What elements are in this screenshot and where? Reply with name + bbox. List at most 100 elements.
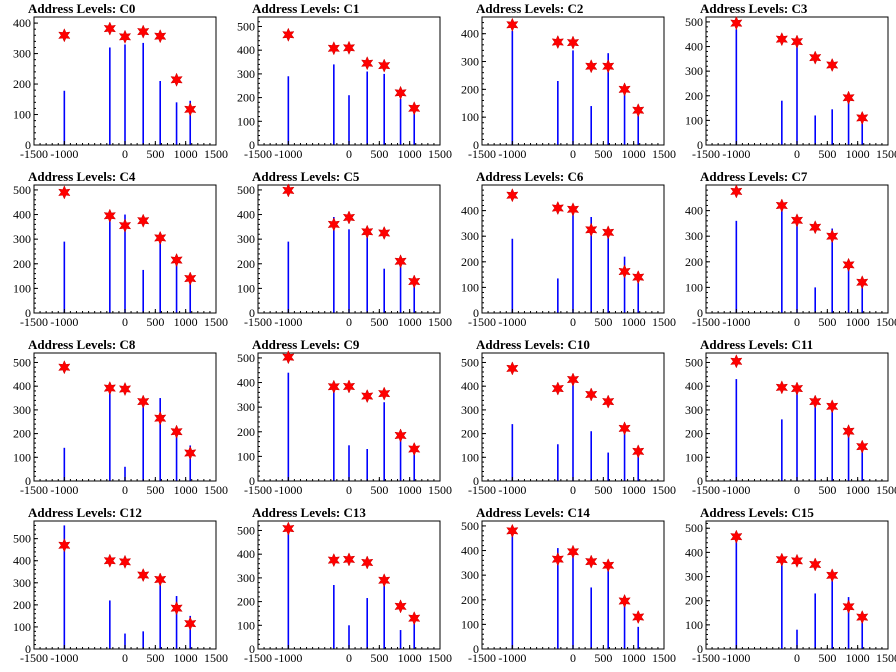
peak-marker (730, 16, 743, 31)
y-tick-label: 100 (461, 450, 479, 464)
peak-marker (775, 198, 789, 213)
x-tick-label: -1500 (244, 483, 272, 497)
peak-marker (170, 424, 183, 439)
chart-panel: Address Levels: C2 0 100 200 300 400 -1500 -100… (448, 0, 676, 168)
x-tick-label: 1500 (876, 651, 896, 665)
chart-title: Address Levels: C4 (28, 169, 136, 184)
peak-marker (602, 394, 615, 409)
y-tick-label: 500 (237, 523, 255, 537)
chart-title: Address Levels: C7 (700, 169, 808, 184)
x-tick-label: -1500 (692, 651, 720, 665)
y-tick-label: 400 (237, 376, 255, 390)
peak-marker (342, 40, 356, 55)
x-tick-label: 1500 (876, 483, 896, 497)
chart-svg: Address Levels: C11 0 100 200 300 400 500 -1500… (685, 337, 896, 497)
x-tick-label: -1500 (692, 483, 720, 497)
y-tick-label: 300 (13, 47, 31, 61)
x-tick-label: 500 (818, 651, 836, 665)
chart-svg: Address Levels: C8 0 100 200 300 400 500 -1500-… (13, 337, 228, 497)
peak-marker (378, 573, 391, 588)
peak-marker (170, 252, 183, 268)
y-tick-label: 300 (461, 403, 479, 417)
chart-svg: Address Levels: C9 0 100 200 300 400 500 -1500-… (237, 337, 452, 497)
peak-marker (602, 558, 615, 573)
x-tick-label: 1500 (428, 483, 452, 497)
peak-marker (730, 184, 743, 199)
peak-marker (602, 225, 615, 240)
x-tick-label: -1500 (244, 147, 272, 161)
chart-svg: Address Levels: C0 0 100 200 300 400 -1500 -100… (13, 1, 228, 161)
peak-marker (566, 372, 580, 387)
chart-svg: Address Levels: C15 0 100 200 300 400 500 -1500… (685, 505, 896, 665)
y-tick-label: 200 (13, 427, 31, 441)
peak-marker (618, 82, 631, 97)
y-tick-label: 0 (697, 474, 703, 488)
peak-marker (826, 229, 839, 244)
x-tick-label: 1000 (846, 315, 870, 329)
peak-marker (566, 544, 580, 559)
peak-marker (775, 380, 789, 395)
x-tick-label: -1000 (274, 483, 302, 497)
y-tick-label: 300 (237, 571, 255, 585)
y-tick-label: 0 (249, 306, 255, 320)
y-tick-label: 100 (685, 618, 703, 632)
x-tick-label: -1500 (20, 315, 48, 329)
peak-marker (394, 254, 407, 269)
chart-title: Address Levels: C11 (700, 337, 813, 352)
x-tick-label: 500 (594, 483, 612, 497)
peak-marker (856, 110, 869, 126)
peak-marker (361, 388, 374, 404)
x-tick-label: 1000 (622, 315, 646, 329)
x-tick-label: 0 (122, 651, 128, 665)
y-tick-label: 0 (25, 474, 31, 488)
y-tick-label: 100 (685, 280, 703, 294)
y-tick-label: 300 (13, 576, 31, 590)
peak-marker (408, 441, 421, 457)
peak-marker (632, 270, 645, 285)
y-tick-label: 0 (473, 138, 479, 152)
y-tick-label: 300 (685, 64, 703, 78)
x-tick-label: -1000 (50, 483, 78, 497)
peak-marker (282, 521, 295, 536)
x-tick-label: 0 (346, 483, 352, 497)
peak-marker (775, 552, 789, 567)
peak-marker (551, 34, 565, 50)
y-tick-label: 400 (685, 204, 703, 218)
chart-title: Address Levels: C2 (476, 1, 583, 16)
y-tick-label: 400 (13, 208, 31, 222)
peak-marker (118, 29, 132, 44)
y-tick-label: 400 (13, 379, 31, 393)
y-tick-label: 400 (685, 379, 703, 393)
y-tick-label: 100 (461, 280, 479, 294)
peak-marker (632, 444, 645, 459)
y-tick-label: 300 (13, 403, 31, 417)
y-tick-label: 0 (25, 138, 31, 152)
y-tick-label: 200 (685, 89, 703, 103)
x-tick-label: 0 (570, 483, 576, 497)
x-tick-label: 1000 (398, 651, 422, 665)
x-tick-label: 1000 (174, 315, 198, 329)
x-tick-label: 0 (346, 147, 352, 161)
peak-marker (566, 202, 580, 217)
x-tick-label: 500 (146, 483, 164, 497)
x-tick-label: 500 (594, 147, 612, 161)
y-tick-label: 100 (237, 618, 255, 632)
chart-svg: Address Levels: C6 0 100 200 300 400 -1500 -100… (461, 169, 676, 329)
chart-title: Address Levels: C6 (476, 169, 584, 184)
y-tick-label: 200 (237, 257, 255, 271)
x-tick-label: 1500 (204, 483, 228, 497)
chart-title: Address Levels: C3 (700, 1, 808, 16)
chart-title: Address Levels: C14 (476, 505, 590, 520)
x-tick-label: 0 (570, 651, 576, 665)
chart-svg: Address Levels: C5 0 100 200 300 400 500 -1500-… (237, 169, 452, 329)
peak-marker (58, 538, 71, 553)
peak-marker (137, 213, 150, 228)
x-tick-label: -1000 (274, 147, 302, 161)
x-tick-label: 500 (370, 315, 388, 329)
y-tick-label: 0 (697, 642, 703, 656)
x-tick-label: -1000 (498, 483, 526, 497)
y-tick-label: 500 (237, 351, 255, 365)
x-tick-label: 1500 (428, 147, 452, 161)
peak-marker (506, 523, 519, 538)
